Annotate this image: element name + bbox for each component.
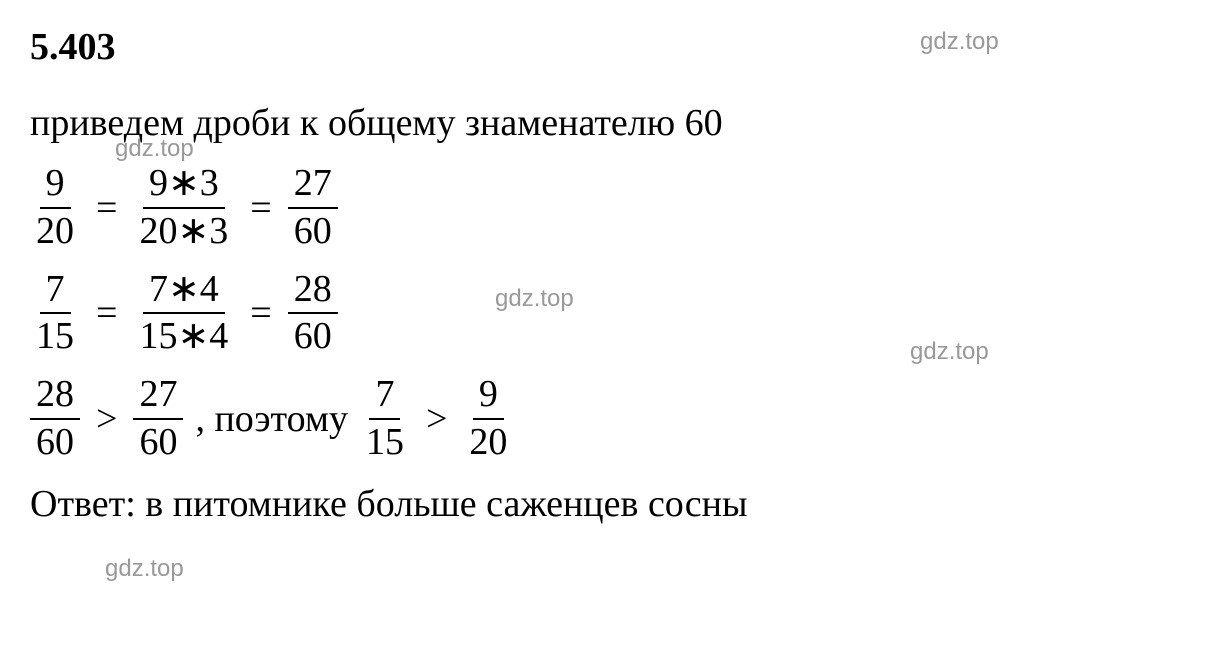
numerator: 9 bbox=[473, 374, 504, 420]
denominator: 15 bbox=[30, 314, 80, 358]
denominator: 60 bbox=[30, 420, 80, 464]
fraction-1c: 27 60 bbox=[288, 163, 338, 253]
problem-number: 5.403 bbox=[30, 25, 1200, 69]
fraction-1b: 9∗3 20∗3 bbox=[133, 163, 234, 253]
intro-text: приведем дроби к общему знаменателю 60 bbox=[30, 101, 1200, 145]
numerator: 27 bbox=[133, 374, 183, 420]
equals-sign: = bbox=[250, 291, 271, 335]
numerator: 28 bbox=[288, 269, 338, 315]
denominator: 20 bbox=[463, 420, 513, 464]
denominator: 60 bbox=[288, 209, 338, 253]
numerator: 7 bbox=[369, 374, 400, 420]
comparison-line: 28 60 > 27 60 , поэтому 7 15 > 9 20 bbox=[30, 374, 1200, 464]
fraction-2b: 7∗4 15∗4 bbox=[133, 269, 234, 359]
numerator: 7∗4 bbox=[143, 269, 225, 315]
gt-sign: > bbox=[426, 397, 447, 441]
denominator: 15 bbox=[360, 420, 410, 464]
denominator: 15∗4 bbox=[133, 314, 234, 358]
answer-text: Ответ: в питомнике больше саженцев сосны bbox=[30, 482, 1200, 526]
watermark: gdz.top bbox=[105, 555, 184, 583]
equals-sign: = bbox=[96, 186, 117, 230]
fraction-2c: 28 60 bbox=[288, 269, 338, 359]
numerator: 7 bbox=[40, 269, 71, 315]
fraction-c1: 28 60 bbox=[30, 374, 80, 464]
equation-1: 9 20 = 9∗3 20∗3 = 27 60 bbox=[30, 163, 1200, 253]
numerator: 27 bbox=[288, 163, 338, 209]
watermark: gdz.top bbox=[920, 28, 999, 56]
watermark: gdz.top bbox=[495, 285, 574, 313]
numerator: 28 bbox=[30, 374, 80, 420]
fraction-2a: 7 15 bbox=[30, 269, 80, 359]
fraction-c3: 7 15 bbox=[360, 374, 410, 464]
denominator: 20 bbox=[30, 209, 80, 253]
denominator: 20∗3 bbox=[133, 209, 234, 253]
equation-2: 7 15 = 7∗4 15∗4 = 28 60 bbox=[30, 269, 1200, 359]
denominator: 60 bbox=[133, 420, 183, 464]
fraction-1a: 9 20 bbox=[30, 163, 80, 253]
equals-sign: = bbox=[250, 186, 271, 230]
fraction-c2: 27 60 bbox=[133, 374, 183, 464]
numerator: 9 bbox=[40, 163, 71, 209]
gt-sign: > bbox=[96, 397, 117, 441]
comparison-text: , поэтому bbox=[195, 397, 348, 441]
fraction-c4: 9 20 bbox=[463, 374, 513, 464]
watermark: gdz.top bbox=[910, 338, 989, 366]
numerator: 9∗3 bbox=[143, 163, 225, 209]
denominator: 60 bbox=[288, 314, 338, 358]
watermark: gdz.top bbox=[115, 135, 194, 163]
equals-sign: = bbox=[96, 291, 117, 335]
